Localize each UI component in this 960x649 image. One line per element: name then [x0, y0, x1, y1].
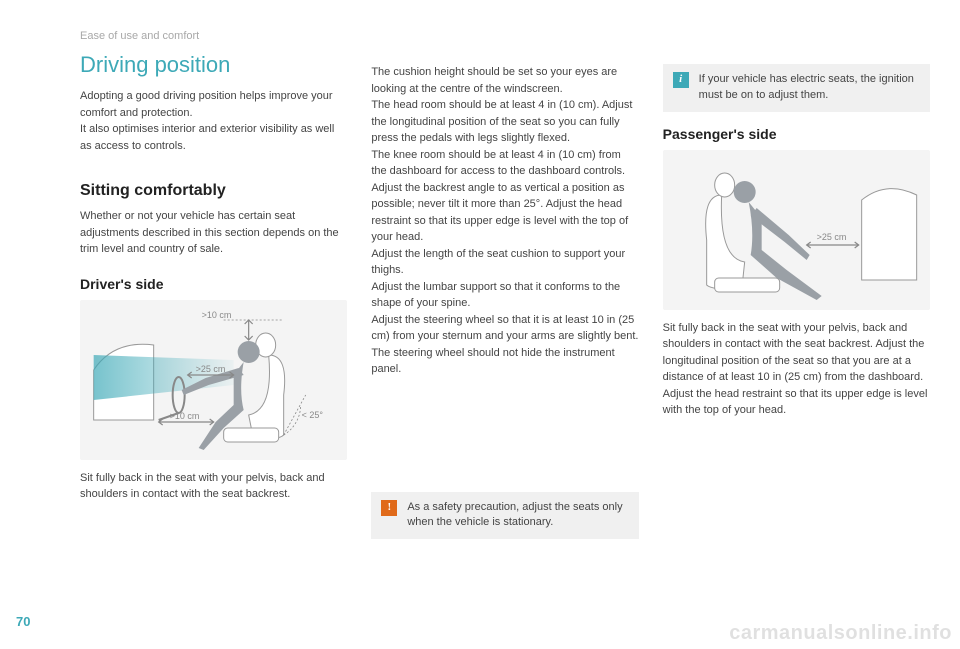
fig-label-bot: >10 cm — [170, 411, 200, 421]
column-1: Ease of use and comfort Driving position… — [80, 30, 347, 553]
page-title: Driving position — [80, 52, 347, 78]
page-number: 70 — [16, 614, 30, 629]
fig-label-mid: >25 cm — [196, 364, 226, 374]
intro-text: Adopting a good driving position helps i… — [80, 88, 347, 154]
driver-figure: >10 cm >25 cm >10 cm < 25° — [80, 300, 347, 460]
column-3: i If your vehicle has electric seats, th… — [663, 30, 930, 553]
fig-label-angle: < 25° — [302, 410, 324, 420]
warning-text: As a safety precaution, adjust the seats… — [407, 500, 628, 532]
column-2: The cushion height should be set so your… — [371, 30, 638, 553]
driver-caption: Sit fully back in the seat with your pel… — [80, 470, 347, 503]
info-text: If your vehicle has electric seats, the … — [699, 72, 920, 104]
section-intro: Whether or not your vehicle has certain … — [80, 208, 347, 258]
subsection-passenger: Passenger's side — [663, 126, 930, 142]
info-callout: i If your vehicle has electric seats, th… — [663, 64, 930, 112]
passenger-fig-label: >25 cm — [816, 232, 846, 242]
fig-label-top: >10 cm — [202, 310, 232, 320]
page-content: Ease of use and comfort Driving position… — [0, 0, 960, 573]
watermark: carmanualsonline.info — [729, 622, 952, 645]
passenger-figure: >25 cm — [663, 150, 930, 310]
warning-callout: ! As a safety precaution, adjust the sea… — [371, 492, 638, 540]
category-label: Ease of use and comfort — [80, 30, 347, 42]
info-icon: i — [673, 72, 689, 88]
subsection-driver: Driver's side — [80, 276, 347, 292]
warning-icon: ! — [381, 500, 397, 516]
section-heading: Sitting comfortably — [80, 182, 347, 200]
main-body-text: The cushion height should be set so your… — [371, 64, 638, 378]
passenger-caption: Sit fully back in the seat with your pel… — [663, 320, 930, 419]
